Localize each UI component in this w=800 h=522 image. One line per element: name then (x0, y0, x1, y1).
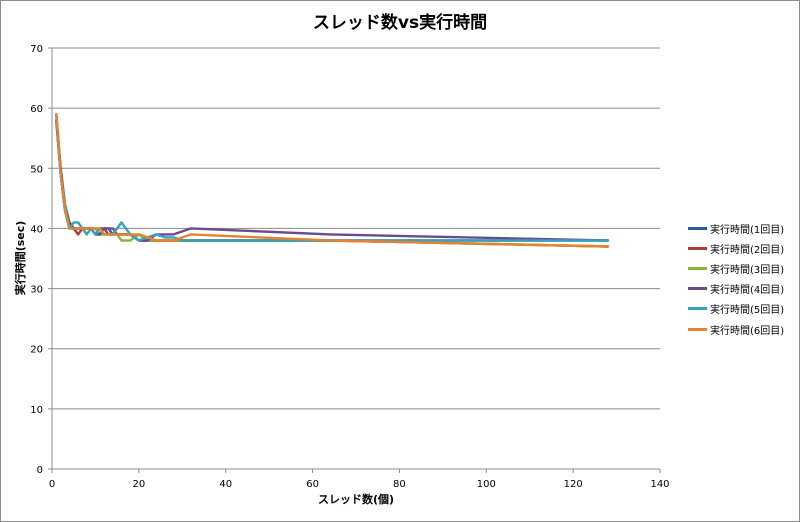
series-lines (55, 112, 610, 248)
y-tick-label: 20 (30, 345, 43, 356)
x-tick-label: 140 (650, 479, 669, 490)
legend-label: 実行時間(5回目) (710, 305, 785, 317)
y-tick-label: 0 (37, 465, 43, 476)
legend-item-1: 実行時間(1回目) (688, 218, 784, 238)
series-line-5 (55, 112, 610, 242)
legend-swatch (688, 226, 707, 230)
x-tick-label: 60 (306, 479, 319, 490)
y-tick-label: 10 (30, 405, 43, 416)
legend-swatch (688, 246, 707, 250)
y-tick-label: 30 (30, 285, 43, 296)
y-tick-label: 70 (30, 44, 43, 55)
series-line-3 (55, 118, 610, 248)
x-tick-label: 0 (49, 479, 55, 490)
x-tick-label: 20 (132, 479, 145, 490)
series-line-4 (55, 118, 610, 242)
axes (51, 48, 660, 470)
legend-item-2: 実行時間(2回目) (688, 238, 784, 258)
legend-item-4: 実行時間(4回目) (688, 279, 784, 299)
y-axis-label: 実行時間(sec) (13, 221, 27, 296)
legend-swatch (688, 266, 707, 270)
legend-swatch (688, 287, 707, 291)
legend-swatch (688, 327, 707, 331)
y-tick-label: 60 (30, 104, 43, 115)
series-line-1 (55, 112, 610, 242)
legend-label: 実行時間(1回目) (710, 224, 785, 236)
x-tick-label: 120 (564, 479, 583, 490)
legend-label: 実行時間(3回目) (710, 264, 785, 276)
x-tick-label: 100 (477, 479, 496, 490)
gridlines (52, 47, 660, 410)
x-axis-label: スレッド数(個) (318, 492, 394, 506)
chart-title: スレッド数vs実行時間 (312, 13, 488, 33)
series-line-2 (55, 118, 610, 248)
legend-item-3: 実行時間(3回目) (688, 258, 784, 278)
y-tick-label: 50 (30, 164, 43, 175)
legend-label: 実行時間(2回目) (710, 244, 785, 256)
legend-label: 実行時間(4回目) (710, 285, 785, 297)
x-axis-ticks: 0 20 40 60 80 100 120 140 (49, 469, 670, 490)
x-tick-label: 40 (219, 479, 232, 490)
y-axis-ticks: 0 10 20 30 40 50 60 70 (30, 44, 52, 476)
legend-swatch (688, 307, 707, 311)
series-line-6 (55, 112, 610, 248)
legend-item-5: 実行時間(5回目) (688, 299, 784, 319)
chart-legend: 実行時間(1回目) 実行時間(2回目) 実行時間(3回目) 実行時間(4回目) 実行時間… (688, 218, 784, 339)
legend-label: 実行時間(6回目) (710, 325, 785, 337)
legend-item-6: 実行時間(6回目) (688, 319, 784, 339)
y-tick-label: 40 (30, 224, 43, 235)
x-tick-label: 80 (393, 479, 406, 490)
